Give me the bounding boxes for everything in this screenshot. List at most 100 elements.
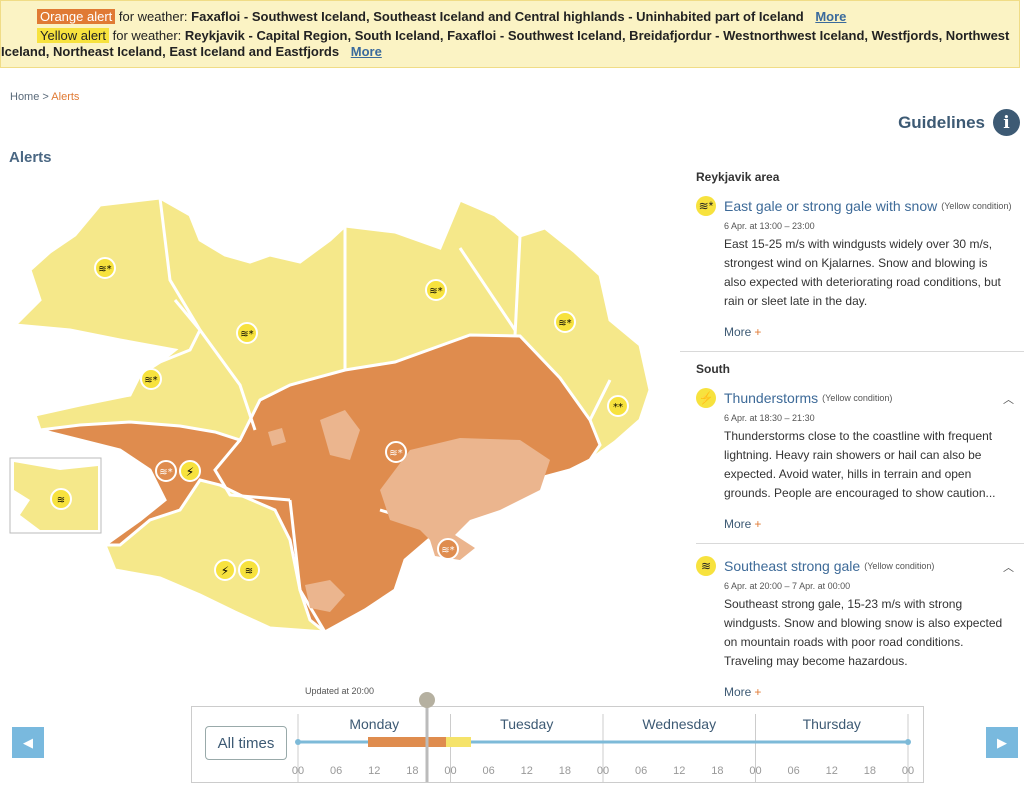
timeline-hour-label: 06: [483, 765, 495, 777]
svg-text:≋*: ≋*: [144, 375, 157, 386]
warning-time: 6 Apr. at 13:00 – 23:00: [724, 221, 815, 231]
warning-text: Thunderstorms close to the coastline wit…: [724, 429, 996, 500]
timeline-hour-label: 00: [444, 765, 456, 777]
svg-text:≋: ≋: [245, 566, 253, 577]
timeline-slider-handle[interactable]: [419, 692, 435, 708]
map-marker-east[interactable]: ≋*: [554, 311, 576, 333]
warning-text: Southeast strong gale, 15-23 m/s with st…: [724, 597, 1003, 668]
svg-text:⚡: ⚡: [221, 564, 229, 578]
svg-text:⚡: ⚡: [186, 465, 194, 479]
guidelines-label[interactable]: Guidelines: [898, 112, 985, 132]
map-marker-inset[interactable]: ≋: [50, 488, 72, 510]
timeline-next-button[interactable]: ▶: [986, 727, 1018, 758]
map-marker-northwest[interactable]: ≋*: [236, 322, 258, 344]
page-title: Alerts: [9, 149, 52, 166]
warning-header[interactable]: ⚡ Thunderstorms (Yellow condition) ︿: [696, 388, 1024, 408]
map-glacier-langjokull: [320, 410, 360, 460]
timeline-track[interactable]: Monday Tuesday Wednesday Thursday 00 06 12 18 00…: [0, 690, 1024, 785]
timeline-hour-label: 18: [406, 765, 418, 777]
warning-time: 6 Apr. at 18:30 – 21:30: [724, 413, 815, 423]
timeline-day-label: Tuesday: [500, 716, 553, 732]
chevron-up-icon[interactable]: ︿: [1003, 562, 1014, 574]
timeline-day-label: Wednesday: [642, 716, 716, 732]
warning-time: 6 Apr. at 20:00 – 7 Apr. at 00:00: [724, 581, 851, 591]
svg-text:≋*: ≋*: [240, 329, 253, 340]
map-marker-westfjords[interactable]: ≋*: [94, 257, 116, 279]
map-marker-south-wind[interactable]: ≋: [238, 559, 260, 581]
svg-text:≋*: ≋*: [98, 264, 111, 275]
map-orange-area[interactable]: [39, 333, 602, 634]
svg-text:≋*: ≋*: [441, 545, 454, 556]
timeline-hour-label: 18: [864, 765, 876, 777]
map-marker-faxafloi-orange[interactable]: ≋*: [155, 460, 177, 482]
breadcrumb-current: Alerts: [51, 91, 80, 103]
svg-text:≋: ≋: [57, 495, 65, 506]
warning-condition: (Yellow condition): [822, 393, 893, 403]
timeline-hour-label: 12: [826, 765, 838, 777]
breadcrumb-separator: >: [42, 91, 49, 103]
timeline: [191, 706, 924, 783]
warning-title[interactable]: East gale or strong gale with snow: [724, 198, 938, 214]
warning-divider: ≋ Southeast strong gale (Yellow conditio…: [696, 543, 1024, 700]
orange-alert-more-link[interactable]: More: [815, 9, 847, 24]
map-marker-highlands[interactable]: ≋*: [385, 441, 407, 463]
map-marker-breidafjordur[interactable]: ≋*: [140, 368, 162, 390]
timeline-prev-button[interactable]: ◀: [12, 727, 44, 758]
guidelines-link[interactable]: Guidelines i: [898, 109, 1020, 136]
all-times-button[interactable]: All times: [205, 726, 287, 760]
warning-header[interactable]: ≋* East gale or strong gale with snow (Y…: [696, 196, 1024, 216]
iceland-alert-map[interactable]: ≋* ≋* ≋* ≋* ≋* ** ≋* ≋* ⚡ ≋* ⚡ ≋: [0, 188, 680, 648]
timeline-hour-label: 12: [521, 765, 533, 777]
yellow-alert-regions-2: Iceland, Northeast Iceland, East Iceland…: [1, 44, 340, 59]
timeline-hour-label: 00: [292, 765, 304, 777]
yellow-alert-regions-1: Reykjavik - Capital Region, South Icelan…: [184, 27, 1010, 43]
warning-text: East 15-25 m/s with windgusts widely ove…: [724, 237, 1001, 308]
yellow-alert-for: for weather:: [112, 27, 182, 43]
breadcrumb-home[interactable]: Home: [10, 91, 40, 103]
map-marker-south-lightning[interactable]: ⚡: [214, 559, 236, 581]
timeline-hour-label: 12: [673, 765, 685, 777]
timeline-orange-alert-bar: [368, 737, 446, 747]
timeline-hour-label: 00: [902, 765, 914, 777]
region-reykjavik: Reykjavik area ≋* East gale or strong ga…: [680, 160, 1024, 352]
lightning-icon: ⚡: [696, 388, 716, 408]
timeline-hour-label: 18: [559, 765, 571, 777]
timeline-day-label: Monday: [349, 716, 399, 732]
orange-alert-line: Orange alert for weather: Faxafloi - Sou…: [37, 9, 1019, 26]
map-marker-northeast[interactable]: ≋*: [425, 279, 447, 301]
svg-text:≋*: ≋*: [429, 286, 442, 297]
orange-alert-regions: Faxafloi - Southwest Iceland, Southeast …: [191, 9, 804, 24]
map-marker-faxafloi-lightning[interactable]: ⚡: [179, 460, 201, 482]
warning-more-link[interactable]: More +: [724, 325, 762, 339]
timeline-track-end: [905, 739, 911, 745]
timeline-track-start: [295, 739, 301, 745]
svg-text:≋*: ≋*: [159, 467, 172, 478]
breadcrumb: Home > Alerts: [10, 91, 79, 103]
chevron-up-icon[interactable]: ︿: [1003, 394, 1014, 406]
warnings-panel: Reykjavik area ≋* East gale or strong ga…: [680, 160, 1024, 700]
info-icon[interactable]: i: [993, 109, 1020, 136]
warning-title[interactable]: Southeast strong gale: [724, 558, 861, 574]
map-glacier-vatnajokull: [380, 438, 550, 550]
map-marker-eastfjords[interactable]: **: [607, 395, 629, 417]
map-marker-southeast[interactable]: ≋*: [437, 538, 459, 560]
warning-condition: (Yellow condition): [864, 561, 935, 571]
map-glacier-hofsjokull: [268, 428, 286, 446]
warning-title[interactable]: Thunderstorms: [724, 390, 819, 406]
timeline-day-label: Thursday: [803, 716, 861, 732]
svg-text:≋*: ≋*: [389, 448, 402, 459]
warning-more-link[interactable]: More +: [724, 517, 762, 531]
timeline-yellow-alert-bar: [446, 737, 471, 747]
yellow-alert-more-link[interactable]: More: [350, 44, 382, 59]
timeline-hour-label: 06: [635, 765, 647, 777]
yellow-alert-line: Yellow alert for weather: Reykjavik - Ca…: [1, 27, 1019, 61]
timeline-hour-label: 06: [330, 765, 342, 777]
orange-alert-tag: Orange alert: [37, 9, 116, 24]
warning-more-link[interactable]: More +: [724, 685, 762, 699]
region-name: South: [696, 362, 730, 376]
region-south: South ⚡ Thunderstorms (Yellow condition)…: [680, 352, 1024, 700]
timeline-hour-label: 00: [597, 765, 609, 777]
warning-header[interactable]: ≋ Southeast strong gale (Yellow conditio…: [696, 556, 1024, 576]
wind-snow-icon: ≋*: [696, 196, 716, 216]
wind-icon: ≋: [696, 556, 716, 576]
